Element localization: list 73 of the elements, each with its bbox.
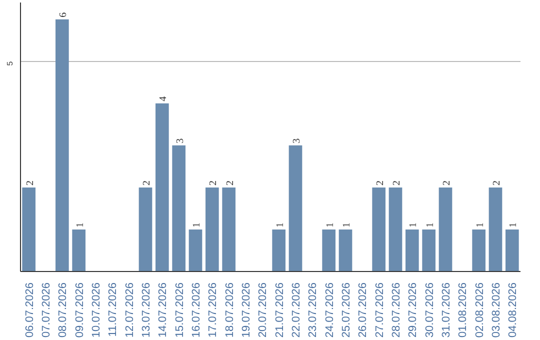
data-label: 3 [292,138,302,144]
x-tick-label: 13.07.2026 [140,282,152,338]
data-label: 2 [208,180,220,186]
bar [138,187,152,272]
x-tick-label: 31.07.2026 [440,282,452,338]
bar [406,229,419,272]
data-label: 1 [324,222,336,228]
bar [188,229,202,272]
x-tick-label: 11.07.2026 [107,282,120,337]
data-label: 1 [274,222,286,228]
x-tick-label: 06.07.2026 [24,282,36,338]
bar [506,229,519,272]
x-tick-label: 02.08.2026 [474,282,486,338]
bar [172,145,186,272]
data-label: 1 [424,222,436,228]
x-tick-label: 20.07.2026 [257,282,270,338]
x-tick-label: 25.07.2026 [340,282,352,338]
data-label: 2 [374,180,386,186]
x-tick-label: 10.07.2026 [90,282,102,338]
data-label: 1 [474,222,486,228]
bar [488,187,502,272]
x-tick-label: 12.07.2026 [124,282,136,338]
bar [372,187,386,272]
x-tick-label: 09.07.2026 [74,282,86,338]
data-label: 2 [492,180,502,186]
data-label: 2 [224,180,236,186]
x-tick-label: 07.07.2026 [40,282,52,338]
x-tick-label: 27.07.2026 [374,282,386,338]
x-tick-label: 18.07.2026 [224,282,236,338]
bar [472,229,486,272]
y-tick-label: 5 [6,60,14,66]
bar [222,187,236,272]
data-label: 2 [24,180,36,186]
bar [322,229,336,272]
bar [272,229,286,272]
x-tick-label: 03.08.2026 [490,282,502,338]
x-tick-label: 01.08.2026 [457,282,470,338]
data-label: 2 [142,180,152,186]
x-tick-label: 26.07.2026 [357,282,370,338]
data-label: 2 [442,180,452,186]
x-tick-label: 15.07.2026 [174,282,186,338]
data-label: 1 [74,222,86,228]
bar [338,229,352,272]
x-tick-label: 23.07.2026 [307,282,320,338]
data-label: 6 [58,12,70,18]
x-tick-label: 22.07.2026 [290,282,302,338]
bar [288,145,302,272]
x-tick-label: 28.07.2026 [390,282,402,338]
x-tick-label: 17.07.2026 [207,282,220,338]
x-tick-label: 04.08.2026 [507,282,520,338]
x-tick-label: 14.07.2026 [157,282,170,338]
x-tick-label: 08.07.2026 [57,282,70,338]
bar [422,229,436,272]
bar [156,103,169,272]
data-label: 1 [192,222,202,228]
data-label: 1 [508,222,520,228]
bar [72,229,86,272]
bar [438,187,452,272]
x-tick-label: 21.07.2026 [274,282,286,338]
x-tick-label: 29.07.2026 [407,282,420,338]
data-label: 1 [408,222,420,228]
data-label: 1 [342,222,352,228]
x-tick-label: 16.07.2026 [190,282,202,338]
bar [56,19,69,272]
bar [388,187,402,272]
bar [22,187,36,272]
data-label: 2 [392,180,402,186]
data-label: 3 [174,138,186,144]
x-tick-label: 19.07.2026 [240,282,252,338]
bar [206,187,219,272]
x-tick-label: 24.07.2026 [324,282,336,338]
data-label: 4 [158,96,170,102]
x-tick-label: 30.07.2026 [424,282,436,338]
